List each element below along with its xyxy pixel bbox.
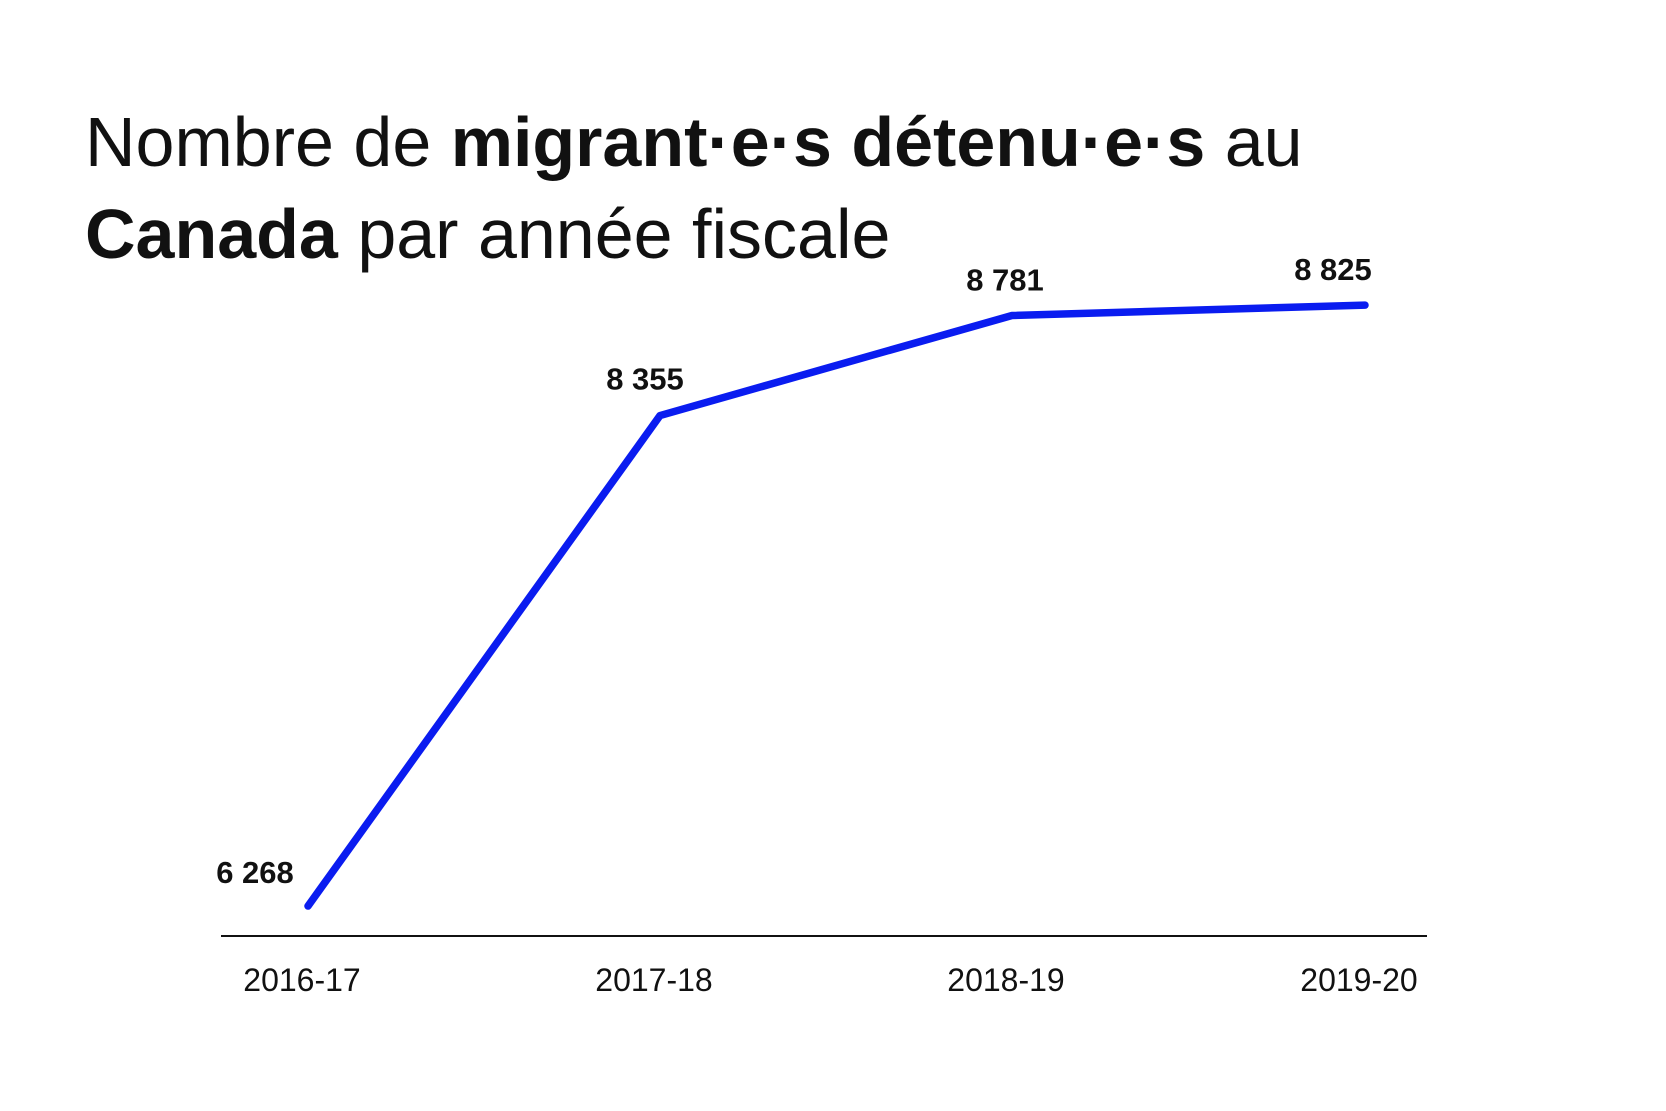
title-part: au <box>1205 103 1303 181</box>
title-part: migrant·e·s détenu·e·s <box>450 103 1206 181</box>
title-part: Canada <box>85 195 338 273</box>
data-label: 8 825 <box>1294 252 1372 287</box>
x-tick-label: 2016-17 <box>243 962 360 998</box>
data-line <box>304 301 1369 910</box>
data-label: 6 268 <box>216 855 294 890</box>
data-label: 8 355 <box>606 362 684 397</box>
x-tick-label: 2019-20 <box>1300 962 1417 998</box>
title-part: par année fiscale <box>337 195 891 273</box>
x-tick-label: 2017-18 <box>595 962 712 998</box>
x-tick-label: 2018-19 <box>947 962 1064 998</box>
data-label: 8 781 <box>966 262 1044 297</box>
title-part: Nombre de <box>85 103 451 181</box>
chart-title: Nombre de migrant·e·s détenu·e·s au Canad… <box>85 96 1485 280</box>
